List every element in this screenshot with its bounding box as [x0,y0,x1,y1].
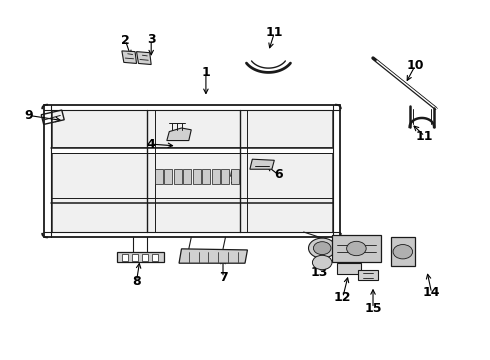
Polygon shape [231,169,239,184]
Circle shape [393,244,413,259]
Text: 14: 14 [423,287,441,300]
Polygon shape [137,51,151,64]
Polygon shape [358,270,378,280]
Text: 1: 1 [201,66,210,79]
Text: 8: 8 [132,275,141,288]
Polygon shape [164,169,172,184]
Circle shape [346,241,366,256]
Polygon shape [337,263,361,274]
Text: 11: 11 [266,27,283,40]
Polygon shape [51,153,332,231]
Text: 13: 13 [311,266,328,279]
Polygon shape [250,159,274,169]
Polygon shape [122,51,137,63]
Circle shape [313,255,332,270]
Text: 12: 12 [334,291,351,304]
Polygon shape [202,169,210,184]
Polygon shape [167,128,191,140]
Text: 15: 15 [364,302,382,315]
Text: 7: 7 [219,271,227,284]
Polygon shape [152,253,158,261]
Polygon shape [332,234,381,262]
Circle shape [309,238,336,258]
Polygon shape [179,249,247,263]
Text: 2: 2 [121,33,130,47]
Text: 4: 4 [147,138,155,150]
Text: 3: 3 [147,33,155,46]
Circle shape [314,242,331,255]
Polygon shape [155,169,163,184]
Text: 6: 6 [274,168,283,181]
Polygon shape [142,253,148,261]
Polygon shape [132,253,138,261]
Polygon shape [117,252,164,262]
Text: 10: 10 [406,59,424,72]
Text: 9: 9 [24,109,33,122]
Polygon shape [193,169,200,184]
Polygon shape [183,169,191,184]
Text: 5: 5 [230,174,239,186]
Polygon shape [221,169,229,184]
Polygon shape [212,169,220,184]
Polygon shape [51,111,332,147]
Polygon shape [173,169,182,184]
Polygon shape [391,237,415,266]
Text: 11: 11 [416,130,434,143]
Polygon shape [122,253,128,261]
